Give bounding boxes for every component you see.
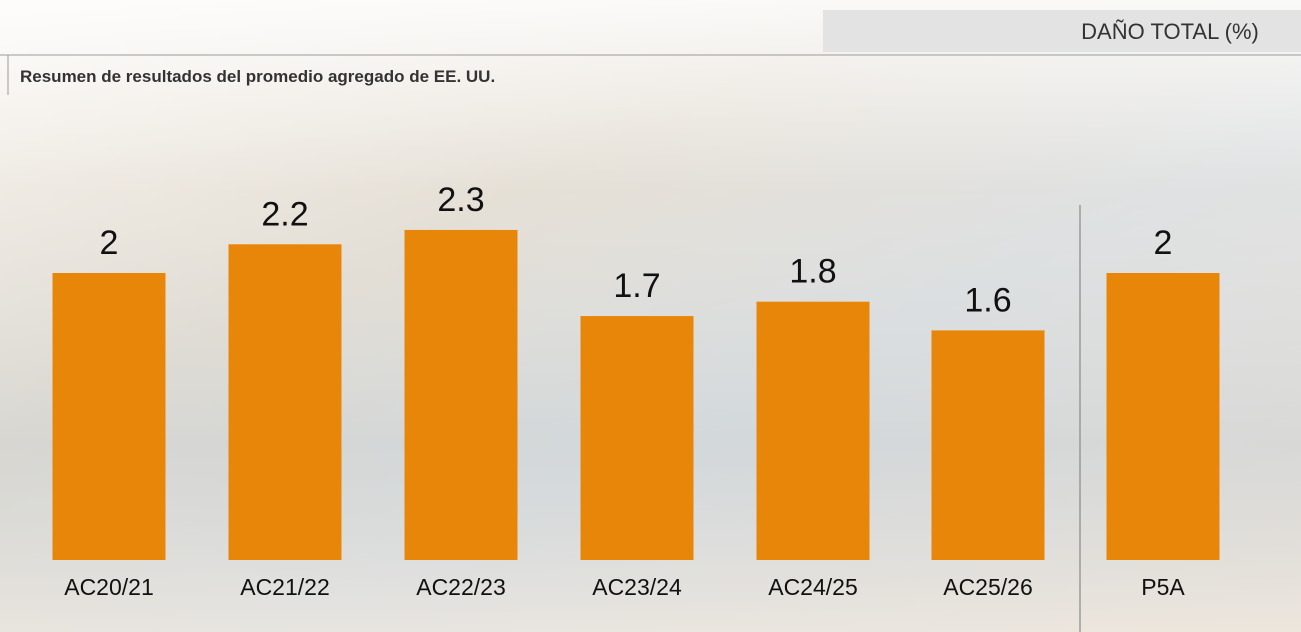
bar <box>53 273 166 560</box>
value-label: 2.2 <box>261 195 308 233</box>
header: DAÑO TOTAL (%) <box>1081 19 1259 44</box>
x-tick-label: AC22/23 <box>416 574 506 600</box>
chart: DAÑO TOTAL (%) Resumen de resultados del… <box>0 0 1301 632</box>
value-label: 1.6 <box>964 281 1011 319</box>
x-tick-label: P5A <box>1141 574 1185 600</box>
bar <box>757 302 870 560</box>
bar <box>1107 273 1220 560</box>
value-label: 1.7 <box>613 267 660 305</box>
x-tick-label: AC21/22 <box>240 574 330 600</box>
value-label: 2 <box>1154 224 1173 262</box>
bar <box>229 244 342 560</box>
x-tick-label: AC24/25 <box>768 574 858 600</box>
value-label: 2 <box>100 224 119 262</box>
x-tick-label: AC20/21 <box>64 574 154 600</box>
bar <box>405 230 518 560</box>
x-tick-label: AC23/24 <box>592 574 682 600</box>
x-tick-label: AC25/26 <box>943 574 1033 600</box>
chart-title: Resumen de resultados del promedio agreg… <box>20 67 495 86</box>
value-label: 2.3 <box>437 181 484 219</box>
bar <box>581 316 694 560</box>
value-label: 1.8 <box>789 253 836 291</box>
bar <box>932 330 1045 560</box>
